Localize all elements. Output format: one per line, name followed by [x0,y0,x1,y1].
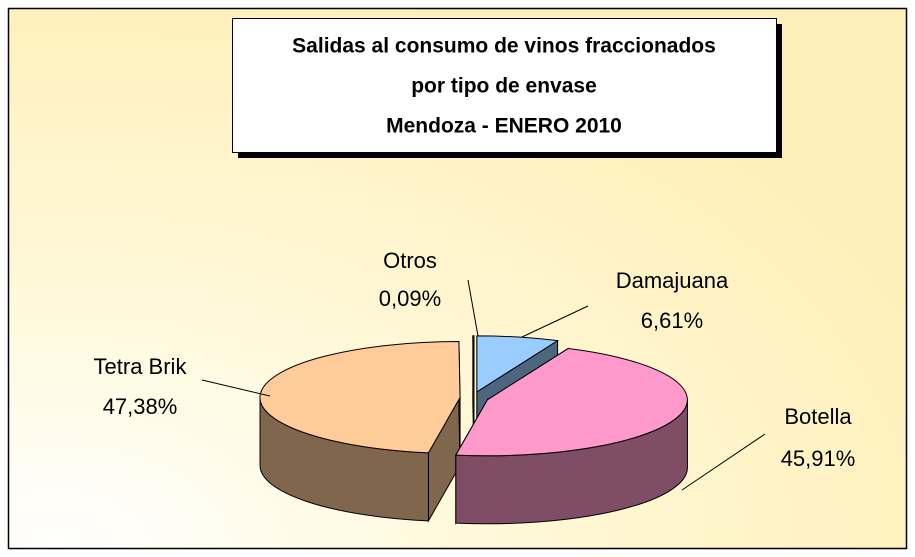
chart-title: por tipo de envase [411,75,597,98]
slice-value: 45,91% [781,446,856,471]
title-box [232,18,777,153]
leader-line [201,379,271,397]
slice [476,335,560,393]
slice [454,348,688,457]
slice [259,341,461,454]
slice-label: Botella [784,404,852,429]
leader-line [467,279,479,337]
slice-label: Otros [383,248,437,273]
slice-label: Damajuana [616,268,729,293]
slice-label: Tetra Brik [94,354,188,379]
slice-value: 6,61% [641,308,703,333]
slice-value: 47,38% [103,394,178,419]
leader-line [681,433,766,491]
chart-title: Salidas al consumo de vinos fraccionados [292,35,716,58]
pie-tops [259,335,688,457]
chart-title: Mendoza - ENERO 2010 [386,115,622,138]
leader-line [521,305,589,338]
slice [472,335,475,392]
slice-value: 0,09% [379,286,441,311]
